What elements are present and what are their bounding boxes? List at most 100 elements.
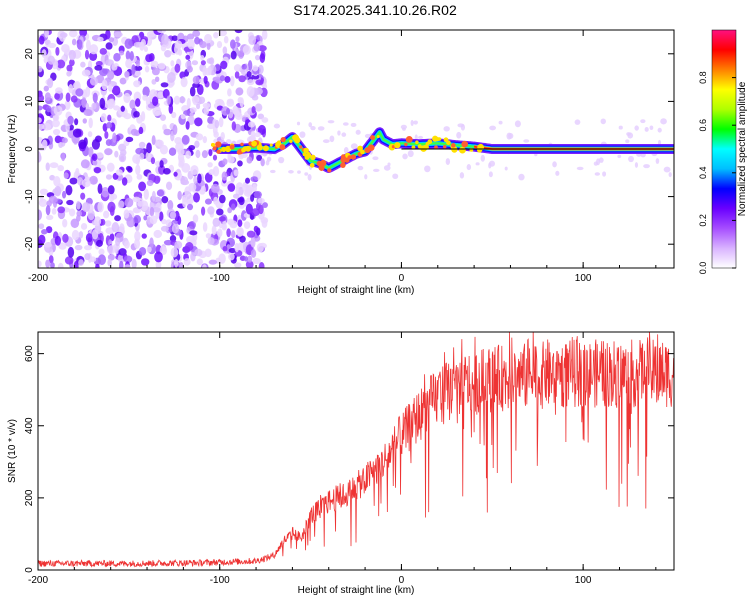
- noise-speck: [73, 261, 79, 268]
- noise-speck: [68, 49, 77, 61]
- spectrogram-y-tick-label: -20: [24, 237, 35, 252]
- noise-speck: [80, 192, 86, 200]
- noise-speck: [129, 51, 134, 61]
- noise-speck: [230, 203, 236, 211]
- noise-speck: [180, 113, 186, 120]
- noise-speck: [245, 177, 251, 184]
- ridge-hotspot: [415, 140, 419, 145]
- noise-speck: [387, 162, 391, 167]
- noise-speck: [64, 100, 71, 111]
- noise-speck: [232, 193, 240, 199]
- noise-speck: [94, 65, 103, 71]
- noise-speck: [237, 219, 243, 228]
- noise-speck: [146, 246, 152, 253]
- noise-speck: [65, 185, 73, 196]
- noise-speck: [208, 259, 218, 265]
- noise-speck: [216, 41, 223, 49]
- noise-speck: [43, 85, 49, 92]
- noise-speck: [163, 239, 173, 246]
- noise-speck: [518, 173, 525, 181]
- noise-speck: [205, 233, 211, 239]
- noise-speck: [133, 215, 142, 224]
- noise-speck: [113, 31, 123, 38]
- noise-speck: [230, 50, 237, 60]
- colorbar-tick-label: 0.2: [698, 214, 708, 227]
- noise-speck: [178, 156, 185, 167]
- noise-speck: [55, 46, 60, 56]
- noise-speck: [111, 88, 120, 95]
- noise-speck: [218, 30, 227, 37]
- noise-speck: [107, 201, 116, 213]
- snr-y-tick-label: 400: [24, 417, 35, 434]
- noise-speck: [145, 54, 153, 63]
- ridge-hotspot: [404, 142, 408, 147]
- noise-speck: [596, 158, 601, 166]
- noise-speck: [119, 77, 127, 85]
- noise-speck: [81, 69, 91, 77]
- noise-speck: [47, 55, 55, 65]
- noise-speck: [104, 100, 111, 109]
- noise-speck: [112, 132, 117, 144]
- noise-speck: [125, 58, 132, 69]
- noise-speck: [273, 123, 281, 129]
- noise-speck: [185, 242, 194, 251]
- noise-speck: [91, 153, 98, 162]
- noise-speck: [51, 119, 60, 128]
- noise-speck: [167, 71, 176, 83]
- noise-speck: [212, 165, 220, 177]
- noise-speck: [105, 174, 113, 180]
- noise-speck: [67, 246, 75, 258]
- noise-speck: [178, 261, 184, 268]
- noise-speck: [258, 262, 265, 268]
- noise-speck: [119, 260, 124, 268]
- noise-speck: [204, 172, 213, 183]
- noise-speck: [119, 149, 127, 157]
- noise-speck: [91, 102, 97, 110]
- noise-speck: [114, 150, 119, 158]
- noise-speck: [196, 103, 201, 110]
- noise-speck: [204, 33, 212, 44]
- noise-speck: [192, 30, 201, 38]
- ridge-hotspot: [303, 147, 309, 154]
- noise-speck: [504, 166, 508, 171]
- noise-speck: [91, 229, 99, 240]
- noise-speck: [207, 162, 213, 168]
- noise-speck: [104, 220, 112, 227]
- noise-speck: [107, 258, 112, 267]
- noise-speck: [134, 70, 142, 77]
- noise-speck: [215, 98, 224, 105]
- noise-speck: [227, 207, 233, 214]
- noise-speck: [489, 125, 497, 131]
- noise-speck: [133, 110, 140, 118]
- noise-speck: [129, 99, 136, 110]
- noise-speck: [222, 46, 228, 55]
- noise-speck: [233, 64, 242, 72]
- noise-speck: [278, 156, 285, 164]
- noise-speck: [106, 245, 116, 255]
- noise-speck: [88, 117, 93, 129]
- noise-speck: [173, 171, 178, 177]
- noise-speck: [410, 119, 414, 127]
- noise-speck: [186, 33, 195, 40]
- noise-speck: [108, 84, 113, 92]
- noise-speck: [222, 245, 228, 252]
- noise-speck: [133, 207, 139, 214]
- noise-speck: [183, 258, 191, 266]
- noise-speck: [218, 116, 224, 128]
- noise-speck: [220, 132, 225, 141]
- noise-speck: [124, 38, 133, 49]
- noise-speck: [111, 63, 118, 71]
- noise-speck: [254, 131, 261, 138]
- noise-speck: [165, 181, 173, 191]
- noise-speck: [657, 127, 662, 133]
- noise-speck: [307, 174, 312, 181]
- noise-speck: [123, 92, 131, 104]
- noise-speck: [244, 256, 249, 262]
- noise-speck: [99, 97, 106, 109]
- noise-speck: [138, 247, 147, 256]
- noise-speck: [95, 239, 103, 247]
- noise-speck: [251, 94, 259, 101]
- noise-speck: [372, 156, 379, 161]
- noise-speck: [75, 88, 84, 97]
